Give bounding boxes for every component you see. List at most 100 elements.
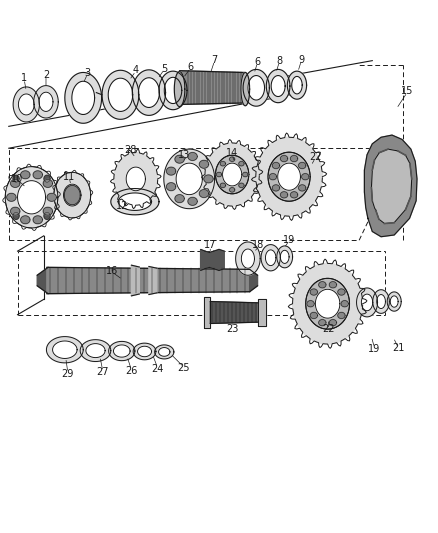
Text: 26: 26 (125, 366, 138, 376)
Text: 19: 19 (283, 235, 295, 245)
Text: 21: 21 (392, 343, 405, 352)
Polygon shape (250, 269, 258, 292)
Polygon shape (280, 156, 288, 161)
Text: 23: 23 (226, 324, 238, 334)
Polygon shape (64, 184, 81, 206)
Polygon shape (138, 78, 159, 108)
Polygon shape (109, 342, 135, 361)
Polygon shape (44, 212, 50, 220)
Polygon shape (80, 340, 111, 361)
Polygon shape (306, 278, 350, 329)
Polygon shape (271, 76, 285, 96)
Polygon shape (239, 161, 244, 166)
Polygon shape (272, 185, 279, 191)
Polygon shape (306, 278, 350, 329)
Polygon shape (86, 344, 105, 358)
Polygon shape (357, 288, 378, 317)
Polygon shape (149, 266, 157, 295)
Polygon shape (108, 78, 133, 111)
Polygon shape (5, 167, 58, 228)
Polygon shape (46, 336, 83, 363)
Polygon shape (164, 149, 215, 209)
Polygon shape (373, 290, 389, 313)
Polygon shape (205, 251, 209, 269)
Polygon shape (188, 152, 197, 160)
Text: 2: 2 (43, 70, 49, 79)
Polygon shape (199, 160, 208, 168)
Polygon shape (215, 155, 249, 194)
Text: 13: 13 (178, 150, 190, 160)
Polygon shape (219, 249, 224, 270)
Polygon shape (18, 94, 34, 115)
Text: 18: 18 (252, 240, 265, 251)
Text: 17: 17 (204, 240, 216, 251)
Polygon shape (278, 163, 300, 190)
Polygon shape (18, 181, 46, 214)
Polygon shape (209, 251, 214, 269)
Polygon shape (310, 312, 318, 319)
Text: 7: 7 (212, 55, 218, 65)
Text: 22: 22 (309, 152, 321, 162)
Polygon shape (299, 185, 306, 191)
Polygon shape (138, 346, 152, 357)
Polygon shape (210, 302, 258, 324)
Polygon shape (319, 281, 326, 288)
Polygon shape (290, 156, 298, 161)
Polygon shape (53, 341, 77, 359)
Polygon shape (341, 301, 348, 307)
Text: 29: 29 (62, 369, 74, 379)
Polygon shape (47, 193, 57, 201)
Polygon shape (329, 320, 336, 326)
Text: 15: 15 (401, 86, 413, 96)
Polygon shape (159, 71, 187, 110)
Text: 8: 8 (276, 55, 283, 66)
Polygon shape (220, 183, 226, 188)
Polygon shape (175, 155, 184, 163)
Polygon shape (43, 207, 53, 215)
Polygon shape (13, 175, 19, 182)
Text: 3: 3 (85, 68, 91, 78)
Polygon shape (174, 71, 185, 107)
Polygon shape (180, 71, 245, 104)
Text: 12: 12 (117, 201, 129, 211)
Polygon shape (11, 180, 20, 188)
Polygon shape (280, 251, 289, 263)
Polygon shape (47, 268, 250, 294)
Polygon shape (329, 281, 336, 288)
Polygon shape (338, 289, 345, 295)
Polygon shape (111, 189, 159, 215)
Polygon shape (33, 171, 42, 179)
Text: 25: 25 (178, 363, 190, 373)
Polygon shape (243, 172, 248, 177)
Polygon shape (387, 292, 401, 311)
Polygon shape (239, 183, 244, 188)
Polygon shape (215, 155, 249, 194)
Polygon shape (72, 81, 95, 115)
Polygon shape (315, 289, 340, 318)
Polygon shape (204, 297, 210, 328)
Polygon shape (280, 192, 288, 198)
Polygon shape (361, 294, 373, 311)
Polygon shape (230, 157, 235, 161)
Text: 11: 11 (63, 172, 75, 182)
Polygon shape (39, 92, 53, 111)
Polygon shape (34, 86, 58, 118)
Polygon shape (166, 167, 176, 175)
Polygon shape (220, 161, 226, 166)
Polygon shape (166, 183, 176, 191)
Text: 10: 10 (11, 174, 24, 184)
Polygon shape (199, 190, 208, 198)
Text: 28: 28 (124, 146, 137, 156)
Polygon shape (113, 345, 130, 357)
Polygon shape (241, 249, 254, 268)
Text: 5: 5 (161, 63, 167, 74)
Polygon shape (256, 138, 322, 216)
Polygon shape (302, 174, 309, 180)
Text: 6: 6 (187, 62, 194, 72)
Polygon shape (159, 348, 170, 356)
Text: 22: 22 (322, 324, 335, 334)
Polygon shape (201, 249, 205, 270)
Polygon shape (37, 268, 48, 294)
Polygon shape (248, 76, 265, 100)
Polygon shape (175, 195, 184, 203)
